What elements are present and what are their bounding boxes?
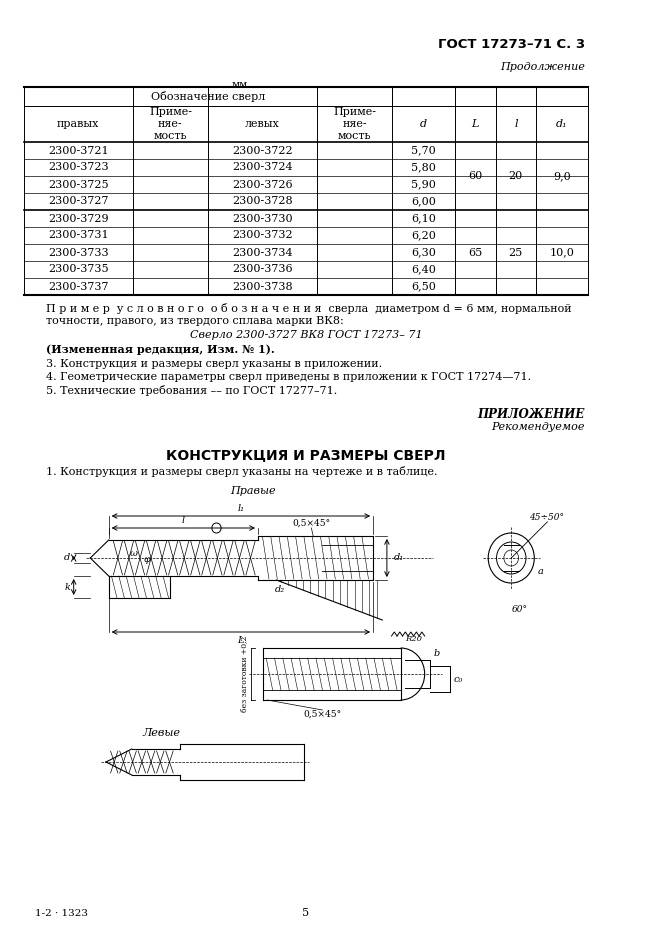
Text: 60°: 60°: [511, 606, 527, 615]
Text: 1. Конструкция и размеры сверл указаны на чертеже и в таблице.: 1. Конструкция и размеры сверл указаны н…: [46, 466, 438, 477]
Text: d₁: d₁: [393, 553, 403, 563]
Text: 2300-3721: 2300-3721: [48, 145, 108, 155]
Text: 2300-3725: 2300-3725: [48, 180, 108, 189]
Text: Рекомендуемое: Рекомендуемое: [491, 422, 585, 432]
Text: 2300-3737: 2300-3737: [48, 282, 108, 291]
Text: правых: правых: [57, 119, 100, 129]
Text: 6,00: 6,00: [411, 197, 436, 207]
Text: 65: 65: [468, 247, 483, 257]
Text: φ: φ: [144, 555, 151, 564]
Text: 2300-3736: 2300-3736: [232, 265, 293, 274]
Text: d: d: [420, 119, 427, 129]
Text: 4. Геометрические параметры сверл приведены в приложении к ГОСТ 17274—71.: 4. Геометрические параметры сверл привед…: [46, 372, 531, 382]
Text: левых: левых: [245, 119, 280, 129]
Text: Обозначение сверл: Обозначение сверл: [151, 91, 265, 102]
Text: 2300-3729: 2300-3729: [48, 213, 108, 224]
Text: ГОСТ 17273–71 С. 3: ГОСТ 17273–71 С. 3: [438, 38, 585, 51]
Text: L: L: [472, 119, 479, 129]
Text: 5,80: 5,80: [411, 163, 436, 172]
Text: l: l: [182, 516, 185, 525]
Text: l: l: [514, 119, 518, 129]
Text: 2300-3730: 2300-3730: [232, 213, 293, 224]
Text: d: d: [63, 553, 70, 563]
Text: 6,50: 6,50: [411, 282, 436, 291]
Text: 2300-3738: 2300-3738: [232, 282, 293, 291]
Text: точности, правого, из твердого сплава марки ВК8:: точности, правого, из твердого сплава ма…: [46, 316, 344, 326]
Text: 9,0: 9,0: [553, 171, 571, 181]
Text: 2300-3732: 2300-3732: [232, 230, 293, 241]
Text: ПРИЛОЖЕНИЕ: ПРИЛОЖЕНИЕ: [478, 408, 585, 421]
Text: П р и м е р  у с л о в н о г о  о б о з н а ч е н и я  сверла  диаметром d = 6 м: П р и м е р у с л о в н о г о о б о з н …: [46, 303, 572, 314]
Text: Приме-
няе-
мость: Приме- няе- мость: [149, 108, 192, 140]
Text: c₀: c₀: [453, 675, 463, 683]
Text: 6,40: 6,40: [411, 265, 436, 274]
Text: 5: 5: [302, 908, 309, 918]
Text: ω: ω: [130, 548, 137, 558]
Text: 2300-3735: 2300-3735: [48, 265, 108, 274]
Text: d₂: d₂: [274, 585, 285, 594]
Text: l₁: l₁: [237, 504, 245, 513]
Text: КОНСТРУКЦИЯ И РАЗМЕРЫ СВЕРЛ: КОНСТРУКЦИЯ И РАЗМЕРЫ СВЕРЛ: [166, 448, 446, 462]
Text: 2300-3728: 2300-3728: [232, 197, 293, 207]
Text: 45÷50°: 45÷50°: [529, 514, 564, 522]
Text: Приме-
няе-
мость: Приме- няе- мость: [333, 108, 376, 140]
Text: L: L: [238, 636, 244, 645]
Text: Правые: Правые: [231, 486, 276, 496]
Text: 5. Технические требования –– по ГОСТ 17277–71.: 5. Технические требования –– по ГОСТ 172…: [46, 385, 337, 396]
Text: 2300-3723: 2300-3723: [48, 163, 108, 172]
Text: 2300-3727: 2300-3727: [48, 197, 108, 207]
Text: без заготовки +0,2: без заготовки +0,2: [240, 636, 248, 712]
Text: 2300-3726: 2300-3726: [232, 180, 293, 189]
Text: Левые: Левые: [142, 728, 180, 738]
Text: 0,5×45°: 0,5×45°: [292, 519, 330, 528]
Text: 3. Конструкция и размеры сверл указаны в приложении.: 3. Конструкция и размеры сверл указаны в…: [46, 359, 382, 369]
Text: 5,90: 5,90: [411, 180, 436, 189]
Text: Продолжение: Продолжение: [500, 62, 585, 72]
Text: 6,30: 6,30: [411, 247, 436, 257]
Text: мм: мм: [231, 80, 248, 89]
Text: 1-2 · 1323: 1-2 · 1323: [35, 909, 88, 918]
Text: 60: 60: [468, 171, 483, 181]
Text: d₁: d₁: [556, 119, 568, 129]
Text: k: k: [64, 582, 70, 592]
Text: 10,0: 10,0: [549, 247, 574, 257]
Text: 6,20: 6,20: [411, 230, 436, 241]
Text: Сверло 2300-3727 ВК8 ГОСТ 17273– 71: Сверло 2300-3727 ВК8 ГОСТ 17273– 71: [190, 330, 422, 340]
Text: 25: 25: [509, 247, 523, 257]
Text: a: a: [538, 567, 544, 577]
Text: 2300-3733: 2300-3733: [48, 247, 108, 257]
Text: 2300-3731: 2300-3731: [48, 230, 108, 241]
Text: 2300-3724: 2300-3724: [232, 163, 293, 172]
Text: R20: R20: [405, 635, 422, 643]
Text: 2300-3722: 2300-3722: [232, 145, 293, 155]
Text: b: b: [434, 649, 440, 658]
Text: (Измененная редакция, Изм. № 1).: (Измененная редакция, Изм. № 1).: [46, 344, 275, 355]
Text: 6,10: 6,10: [411, 213, 436, 224]
Text: 20: 20: [509, 171, 523, 181]
Text: 0,5×45°: 0,5×45°: [303, 710, 342, 719]
Text: 2300-3734: 2300-3734: [232, 247, 293, 257]
Text: 5,70: 5,70: [411, 145, 436, 155]
